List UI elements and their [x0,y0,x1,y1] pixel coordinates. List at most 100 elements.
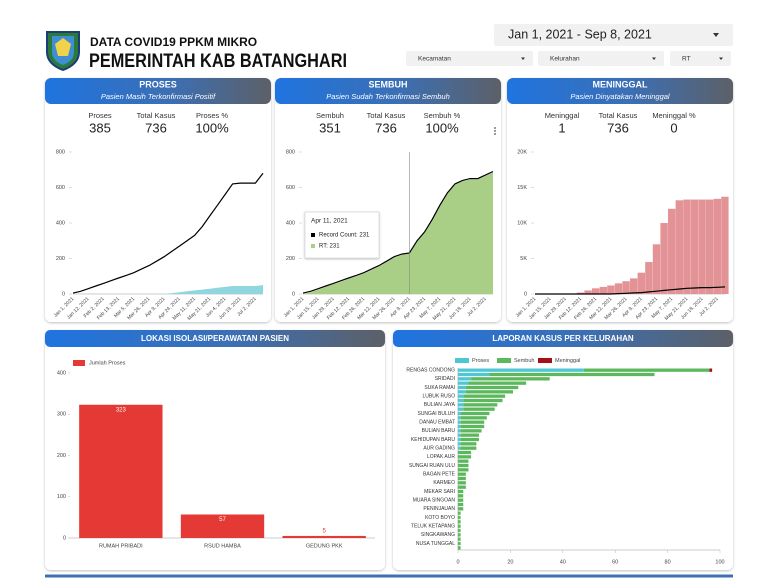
bar [652,244,661,294]
kpi-label: Sembuh [316,111,344,120]
kpi-value: 385 [89,120,111,135]
date-range-text: Jan 1, 2021 - Sep 8, 2021 [508,27,652,41]
bar [576,292,585,294]
dropdown-arrow [652,57,656,60]
y-tick-label: 600 [286,185,295,191]
logo [46,31,80,72]
data-label: 323 [116,407,127,413]
bar-segment [458,407,464,411]
bar-segment [458,420,461,424]
kpi-value: 351 [319,120,341,135]
bar [637,272,645,294]
bar-segment [460,442,477,446]
y-tick-label: AUR GADING [423,445,455,451]
menu-dot[interactable] [494,133,496,135]
y-tick-label: 300 [57,412,66,418]
bar [614,283,623,294]
x-tick-label: 80 [665,559,671,565]
y-tick-label: 200 [57,453,66,459]
y-tick-label: RENGAS CONDONG [406,367,455,373]
x-tick-label: GEDUNG PKK [306,543,343,549]
card-subtitle: Pasien Dinyatakan Meninggal [570,92,670,101]
x-tick-label: RUMAH PRIBADI [99,543,143,549]
card-header [507,78,733,104]
bar-segment [458,394,464,398]
y-tick-label: 600 [56,185,65,191]
bar-segment [460,424,485,429]
y-tick-label: KOTO BOYO [425,515,455,521]
legend-swatch [538,358,552,363]
bar [660,223,668,294]
line [535,286,726,295]
bar [675,200,683,294]
bar-segment [458,411,461,416]
bar [79,404,163,538]
bar-segment [458,429,461,433]
kpi-value: 100% [195,120,229,135]
panel-header [393,330,733,347]
bar-segment [458,403,464,407]
bar-segment [458,511,461,515]
bar [706,199,714,294]
filter-label: Kecamatan [418,56,451,63]
y-tick-label: KARMEO [433,480,455,486]
tooltip [304,211,380,259]
y-tick-label: SUNGAI RUAN ULU [409,463,456,469]
menu-dot[interactable] [494,127,496,129]
card-subtitle: Pasien Sudah Terkonfirmasi Sembuh [326,92,450,101]
bar [630,278,638,294]
kpi-label: Sembuh % [424,111,461,120]
bar-segment [458,528,461,533]
kpi-value: 0 [670,120,677,135]
panel-title: LOKASI ISOLASI/PERAWATAN PASIEN [141,334,289,343]
bar-segment [460,411,490,416]
y-tick-label: 200 [56,256,65,262]
y-tick-label: 10K [517,220,527,226]
kpi-label: Proses [88,111,112,120]
date-range-picker[interactable] [494,24,733,46]
bar-segment [460,420,485,424]
x-tick-label: 40 [560,559,566,565]
bar-segment [458,481,466,485]
kpi-value: 1 [558,120,565,135]
bar [607,285,615,294]
x-tick-label: 20 [507,559,513,565]
header-subtitle: PEMERINTAH KAB BATANGHARI [89,51,347,72]
bar [668,208,676,294]
bar-segment [471,377,550,381]
bar-segment [583,368,710,372]
filter-dropdown[interactable] [538,51,664,66]
legend-swatch [455,358,469,363]
filter-dropdown[interactable] [406,51,533,66]
y-tick-label: 400 [56,220,65,226]
x-tick-label: 0 [456,559,459,565]
tooltip-swatch [311,244,315,248]
bar [622,281,630,294]
bar-segment [458,390,466,394]
bar-segment [458,476,466,481]
bar-segment [458,455,472,459]
menu-dot[interactable] [494,130,496,132]
kpi-label: Total Kasus [599,111,638,120]
y-tick-label: SINGKAWANG [421,532,455,538]
x-tick-label: 100 [715,559,724,565]
kpi-value: 736 [145,120,167,135]
y-tick-label: 0 [524,291,527,297]
x-tick-label: 60 [612,559,618,565]
card-title: SEMBUH [368,79,407,89]
bar-segment [458,489,464,494]
area [303,172,493,294]
bar [713,198,721,294]
kpi-label: Meninggal [545,111,580,120]
card-title: MENINGGAL [593,79,649,89]
legend-swatch [497,358,511,363]
bar-segment [458,368,584,372]
y-tick-label: BAGAN PETE [423,471,456,477]
kpi-label: Proses % [196,111,228,120]
kpi-label: Total Kasus [367,111,406,120]
y-tick-label: LUBUK RUSO [422,393,455,399]
filter-dropdown[interactable] [670,51,731,66]
bar-segment [468,381,527,385]
y-tick-label: 100 [57,494,66,500]
